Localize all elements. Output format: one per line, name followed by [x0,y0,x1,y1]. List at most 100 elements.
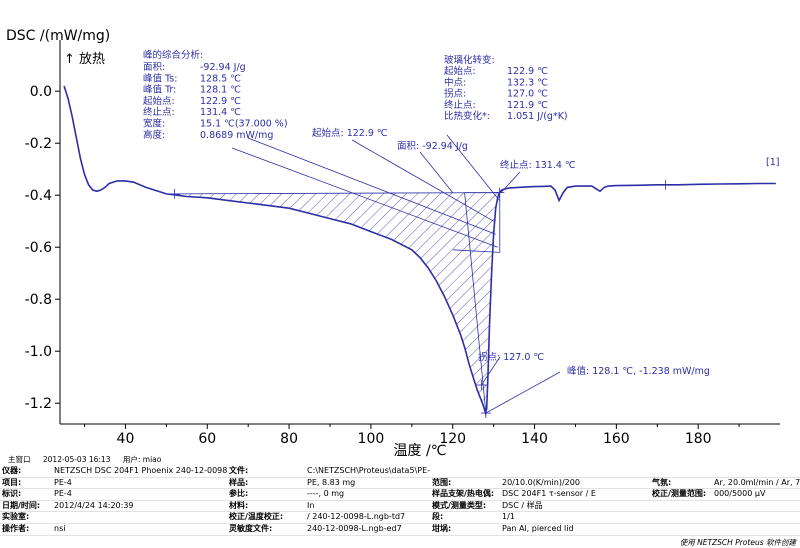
x-tick-label: 140 [521,431,548,447]
info-key: 校正/测量范围: [650,488,712,501]
peak-label: 峰值: 128.1 ℃, -1.238 mW/mg [567,365,710,377]
peak-analysis-value: 0.8689 mW/mg [200,130,273,141]
info-value: PE-4 [52,477,227,490]
leader-endset [500,171,521,193]
glass-key: 比热变化*: [444,110,490,122]
info-value: PE-4 [52,488,227,501]
y-tick-label: -0.8 [25,292,52,308]
info-value: ----, 0 mg [305,488,430,501]
info-key [650,466,712,478]
info-key: 样品: [227,477,305,490]
peak-analysis-value: 122.9 ℃ [200,96,241,107]
info-row: 标识: PE-4 参比: ----, 0 mg 样品支架/热电偶: DSC 204F1 τ… [0,488,800,501]
leader-peak [485,371,561,414]
info-value: Ar, 20.0ml/min / Ar, 70.0ml/min [712,477,800,490]
info-value: PE, 8.83 mg [305,477,430,490]
info-row: 实验室: 校正/温度校正:/ 240-12-0098-L.ngb-td7 段: 1/1 [0,511,800,524]
y-axis-label: DSC /(mW/mg) [6,28,110,44]
peak-analysis-key: 终止点: [143,106,175,118]
info-value: / 240-12-0098-L.ngb-td7 [305,511,430,524]
info-value [712,523,800,536]
footer-note: 使用 NETZSCH Proteus 软件创建 [679,538,796,547]
dsc-chart: 0.0 -0.2 -0.4 -0.6 -0.8 -1.0 -1.2 40 60 80 100 120 1… [6,28,780,459]
info-key [430,466,500,478]
glass-value: 1.051 J/(g*K) [507,111,568,122]
leader-glass [446,134,500,201]
onset-label: 起始点: 122.9 ℃ [312,127,388,139]
meta-owner: 主窗口 [8,455,31,464]
info-value: 20/10.0(K/min)/200 [500,477,650,490]
glass-value: 122.9 ℃ [507,66,548,77]
info-value: DSC 204F1 τ-sensor / E [500,488,650,501]
peak-analysis-key: 高度: [143,129,165,141]
info-key: 仪器: [0,466,52,478]
info-value: C:\NETZSCH\Proteus\data5\PE-4.ngb-sd7 [305,466,430,478]
info-key: 灵敏度文件: [227,523,305,536]
glass-key: 拐点: [444,88,466,100]
onset-tangent [464,192,487,414]
info-key: 日期/时间: [0,500,52,513]
curve-tag: [1] [766,157,779,168]
info-key [650,523,712,536]
info-key: 气氛: [650,477,712,490]
y-tick-label: -0.4 [25,188,52,204]
info-value: In [305,500,430,513]
info-table: 仪器: NETZSCH DSC 204F1 Phoenix 240-12-0098… [0,466,800,548]
leader-area [419,151,454,193]
info-key: 实验室: [0,511,52,524]
leader-peak-analysis [247,137,496,235]
x-tick-label: 100 [358,431,385,447]
info-value: 1/1 [500,511,650,524]
y-tick-label: -0.6 [25,240,52,256]
info-row: 日期/时间: 2012/4/24 14:20:39 材料: In 模式/测量类型: DSC… [0,500,800,513]
x-tick-label: 180 [685,431,712,447]
peak-analysis-value: 128.5 ℃ [200,73,241,84]
info-value: Pan Al, pierced lid [500,523,650,536]
y-tick-label: 0.0 [30,84,52,100]
meta-user: 用户: miao [122,455,162,464]
peak-analysis-key: 面积: [143,61,165,73]
info-value: NETZSCH DSC 204F1 Phoenix 240-12-0098-L [52,466,227,478]
y-tick-label: -1.2 [25,396,52,412]
endset-label: 终止点: 131.4 ℃ [500,159,576,171]
info-key: 标识: [0,488,52,501]
info-value [52,511,227,524]
peak-analysis-value: 128.1 ℃ [200,85,241,96]
glass-value: 132.3 ℃ [507,77,548,88]
glass-value: 127.0 ℃ [507,89,548,100]
x-tick-label: 80 [280,431,298,447]
info-key: 范围: [430,477,500,490]
info-key: 校正/温度校正: [227,511,305,524]
info-key [650,511,712,524]
info-value [500,466,650,478]
peak-analysis-key: 宽度: [143,118,165,130]
info-key: 参比: [227,488,305,501]
peak-analysis-value: -92.94 J/g [200,62,246,73]
info-key: 项目: [0,477,52,490]
dsc-curve [63,85,776,417]
peak-analysis-key: 峰值 Tr: [143,84,176,96]
glass-key: 终止点: [444,99,476,111]
peak-analysis-value: 15.1 ℃(37.000 %) [200,119,288,130]
glass-key: 起始点: [444,65,476,77]
peak-area-hatch [174,192,500,415]
area-label: 面积: -92.94 J/g [397,140,468,152]
leader-peak-analysis-2 [231,147,498,248]
glass-step [452,249,500,253]
glass-title: 玻璃化转变: [444,54,495,66]
info-value: DSC / 样品 [500,500,650,513]
info-row: 操作者: nsi 灵敏度文件: 240-12-0098-L.ngb-ed7 坩埚: Pan… [0,523,800,536]
info-key: 样品支架/热电偶: [430,488,500,501]
x-tick-label: 40 [117,431,135,447]
info-key: 模式/测量类型: [430,500,500,513]
x-tick-label: 160 [603,431,630,447]
meta-datetime: 2012-05-03 16:13 [42,455,111,464]
info-key: 操作者: [0,523,52,536]
meta-line: 主窗口 2012-05-03 16:13 用户: miao [8,454,171,465]
peak-analysis-title: 峰的综合分析: [143,49,203,61]
info-key: 文件: [227,466,305,478]
glass-value: 121.9 ℃ [507,100,548,111]
y-tick-label: -1.0 [25,344,52,360]
info-key [650,500,712,513]
info-value: 2012/4/24 14:20:39 [52,500,227,513]
